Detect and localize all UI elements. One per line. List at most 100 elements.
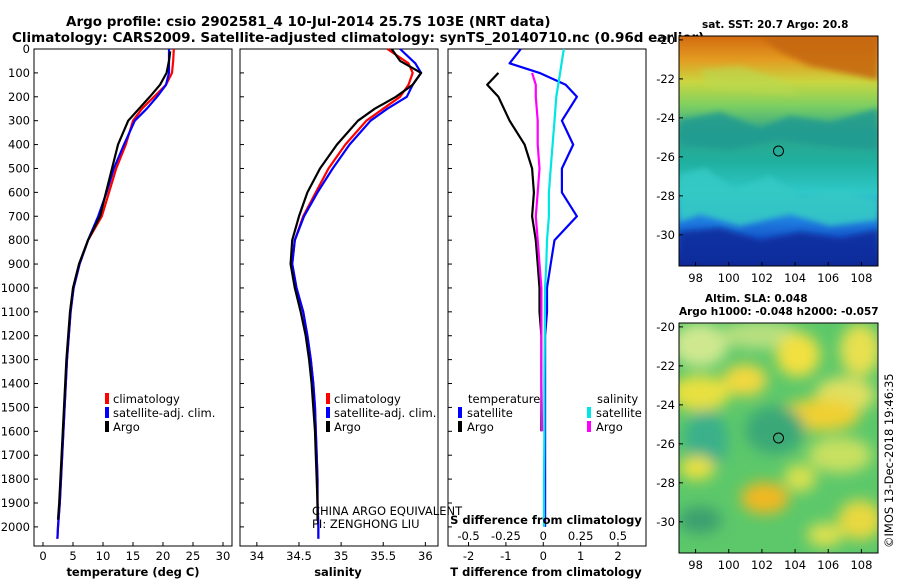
x-tick-label: 20 xyxy=(156,549,171,563)
depth-tick-label: 1600 xyxy=(1,424,30,438)
legend-swatch-t-argo xyxy=(458,421,462,432)
lon-tick-label: 108 xyxy=(850,271,872,285)
depth-tick-label: 600 xyxy=(8,185,30,199)
salinity-panel: 34 34.5 35 35.5 36 climatology satellite-adj… xyxy=(239,48,463,579)
sst-map-title: sat. SST: 20.7 Argo: 20.8 xyxy=(702,19,848,31)
x-tick-label: 25 xyxy=(186,549,201,563)
lat-tick-label: -28 xyxy=(656,476,675,490)
lat-tick-label: -30 xyxy=(656,228,675,242)
legend-label-t-argo: Argo xyxy=(467,420,494,434)
depth-tick-label: 200 xyxy=(8,90,30,104)
sla-map-title: Altim. SLA: 0.048 xyxy=(705,293,808,305)
legend-swatch-argo xyxy=(105,421,109,432)
series-line-argo xyxy=(56,51,172,520)
s-diff-tick-label: -0.25 xyxy=(491,529,521,543)
lat-tick-label: -24 xyxy=(656,398,675,412)
x-tick-label: 0 xyxy=(540,549,547,563)
series-line-climatology xyxy=(291,48,414,539)
legend-swatch-satellite xyxy=(326,407,330,418)
lat-tick-label: -28 xyxy=(656,189,675,203)
s-diff-tick-label: -0.5 xyxy=(457,529,479,543)
x-tick-label: 34 xyxy=(250,549,265,563)
x-tick-label: 15 xyxy=(126,549,141,563)
lat-tick-label: -24 xyxy=(656,111,675,125)
series-line-climatology xyxy=(56,48,175,539)
sla-field xyxy=(679,323,878,553)
x-tick-label: 34.5 xyxy=(286,549,312,563)
depth-tick-label: 100 xyxy=(8,66,30,80)
difference-panel: -2 -1 0 1 2 -0.5 -0.25 0 0.25 0.5 temperature sat… xyxy=(447,48,647,579)
legend-swatch-argo xyxy=(326,421,330,432)
x-tick-label: 30 xyxy=(216,549,231,563)
series-line-s-satellite xyxy=(542,48,565,527)
argo-location-marker xyxy=(773,145,784,157)
legend-label-argo: Argo xyxy=(113,420,140,434)
depth-tick-label: 1800 xyxy=(1,472,30,486)
legend-label-satellite: satellite-adj. clim. xyxy=(334,406,436,420)
difference-series xyxy=(486,48,579,527)
lat-tick-label: -26 xyxy=(656,437,675,451)
legend-swatch-satellite xyxy=(105,407,109,418)
lon-tick-label: 106 xyxy=(817,271,839,285)
depth-tick-label: 2000 xyxy=(1,520,30,534)
lat-tick-label: -20 xyxy=(656,320,675,334)
lon-tick-label: 104 xyxy=(784,271,806,285)
legend-label-satellite: satellite-adj. clim. xyxy=(113,406,215,420)
lat-tick-label: -30 xyxy=(656,515,675,529)
figure-title-line1: Argo profile: csio 2902581_4 10-Jul-2014… xyxy=(66,14,551,30)
salinity-xlabel: salinity xyxy=(314,565,362,579)
x-tick-label: 0 xyxy=(39,549,46,563)
series-line-argo xyxy=(289,48,423,520)
series-line-s-argo xyxy=(531,72,544,432)
temperature-series xyxy=(56,48,175,539)
sst-map-axes: 98 100 102 104 106 108 -20 -22 -24 -26 -28 -30 xyxy=(656,33,872,285)
x-tick-label: -2 xyxy=(463,549,474,563)
pi-institution: CHINA ARGO EQUIVALENT xyxy=(312,504,463,518)
sla-map-panel: Altim. SLA: 0.048 Argo h1000: -0.048 h20… xyxy=(656,293,878,572)
legend-swatch-climatology xyxy=(326,393,330,404)
argo-location-marker xyxy=(773,432,784,444)
x-tick-label: 1 xyxy=(577,549,584,563)
x-tick-label: 35.5 xyxy=(370,549,396,563)
legend-title-salinity: salinity xyxy=(597,392,638,406)
lat-tick-label: -20 xyxy=(656,33,675,47)
pi-name: PI: ZENGHONG LIU xyxy=(312,517,420,531)
lon-tick-label: 104 xyxy=(784,558,806,572)
depth-tick-label: 900 xyxy=(8,257,30,271)
sla-map-axes: 98 100 102 104 106 108 -20 -22 -24 -26 -28 -30 xyxy=(656,320,872,572)
sst-field xyxy=(679,36,878,266)
salinity-legend: climatology satellite-adj. clim. Argo xyxy=(326,392,436,434)
legend-swatch-s-satellite xyxy=(587,407,591,418)
x-tick-label: 36 xyxy=(418,549,433,563)
s-diff-tick-label: 0.25 xyxy=(568,529,594,543)
s-diff-tick-label: 0.5 xyxy=(609,529,627,543)
legend-swatch-t-satellite xyxy=(458,407,462,418)
temperature-x-axis: 0 5 10 15 20 25 30 xyxy=(39,542,230,563)
lat-tick-label: -22 xyxy=(656,359,675,373)
depth-tick-label: 1400 xyxy=(1,377,30,391)
lon-tick-label: 106 xyxy=(817,558,839,572)
sst-map-panel: sat. SST: 20.7 Argo: 20.8 98 100 102 104 106… xyxy=(656,19,879,285)
depth-tick-label: 1100 xyxy=(1,305,30,319)
depth-tick-label: 500 xyxy=(8,161,30,175)
salinity-series xyxy=(289,48,423,539)
temperature-xlabel: temperature (deg C) xyxy=(66,565,199,579)
sst-map-frame xyxy=(678,35,879,267)
depth-tick-label: 400 xyxy=(8,138,30,152)
imos-credit: ©IMOS 13-Dec-2018 19:46:35 xyxy=(882,373,896,548)
legend-label-climatology: climatology xyxy=(334,392,401,406)
lon-tick-label: 98 xyxy=(688,558,703,572)
lat-tick-label: -26 xyxy=(656,150,675,164)
x-tick-label: -1 xyxy=(500,549,511,563)
legend-label-s-satellite: satellite xyxy=(596,406,642,420)
legend-label-s-argo: Argo xyxy=(596,420,623,434)
temperature-panel: 0100200300400500600700800900100011001200… xyxy=(1,42,233,579)
series-line-t-argo xyxy=(486,72,543,432)
depth-tick-label: 1200 xyxy=(1,329,30,343)
legend-swatch-s-argo xyxy=(587,421,591,432)
x-tick-label: 5 xyxy=(69,549,76,563)
difference-x-axis: -2 -1 0 1 2 -0.5 -0.25 0 0.25 0.5 xyxy=(448,48,627,563)
legend-label-climatology: climatology xyxy=(113,392,180,406)
difference-legend: temperature satellite Argo salinity sate… xyxy=(458,392,642,434)
